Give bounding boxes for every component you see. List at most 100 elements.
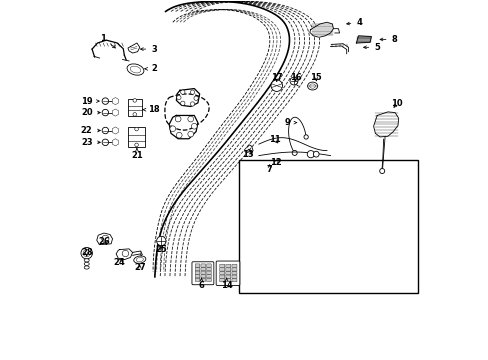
Circle shape — [291, 150, 297, 156]
FancyBboxPatch shape — [206, 275, 211, 278]
Text: 6: 6 — [198, 278, 204, 290]
Text: 10: 10 — [390, 99, 402, 108]
FancyBboxPatch shape — [219, 268, 224, 271]
Ellipse shape — [307, 82, 317, 90]
Circle shape — [304, 135, 307, 139]
Text: 17: 17 — [270, 73, 282, 82]
Polygon shape — [97, 233, 112, 244]
Circle shape — [135, 143, 138, 147]
Text: 16: 16 — [289, 73, 301, 82]
Ellipse shape — [84, 259, 89, 262]
Text: 18: 18 — [142, 105, 160, 114]
Text: 3: 3 — [140, 45, 157, 54]
Text: 20: 20 — [81, 108, 100, 117]
FancyBboxPatch shape — [225, 264, 230, 267]
FancyBboxPatch shape — [195, 278, 200, 282]
Circle shape — [379, 168, 384, 174]
Polygon shape — [309, 22, 333, 37]
Text: 25: 25 — [155, 246, 167, 255]
FancyBboxPatch shape — [195, 271, 200, 274]
Text: 7: 7 — [266, 165, 272, 174]
FancyBboxPatch shape — [219, 275, 224, 278]
Circle shape — [102, 127, 108, 134]
FancyBboxPatch shape — [206, 267, 211, 271]
Circle shape — [187, 116, 193, 122]
Circle shape — [190, 90, 194, 94]
Ellipse shape — [84, 262, 89, 266]
Text: 28: 28 — [81, 248, 92, 257]
Circle shape — [81, 247, 92, 259]
Ellipse shape — [309, 84, 315, 88]
FancyBboxPatch shape — [192, 262, 213, 285]
FancyBboxPatch shape — [231, 264, 237, 267]
Text: 27: 27 — [134, 264, 145, 273]
Text: 11: 11 — [268, 135, 280, 144]
Circle shape — [180, 90, 184, 94]
Circle shape — [83, 249, 90, 257]
Circle shape — [194, 96, 198, 100]
Ellipse shape — [130, 66, 141, 73]
Ellipse shape — [84, 266, 89, 269]
Circle shape — [102, 139, 108, 145]
FancyBboxPatch shape — [216, 261, 239, 285]
Text: 12: 12 — [270, 158, 282, 167]
Circle shape — [102, 235, 109, 242]
Bar — [239, 160, 418, 293]
FancyBboxPatch shape — [225, 271, 230, 275]
Text: 8: 8 — [379, 35, 396, 44]
FancyBboxPatch shape — [231, 275, 237, 278]
FancyBboxPatch shape — [225, 268, 230, 271]
Circle shape — [176, 132, 182, 138]
Ellipse shape — [127, 64, 143, 75]
FancyBboxPatch shape — [201, 275, 205, 278]
Circle shape — [187, 131, 193, 137]
Circle shape — [191, 123, 197, 129]
Text: 9: 9 — [284, 118, 296, 127]
Circle shape — [190, 102, 194, 106]
Circle shape — [176, 95, 181, 100]
FancyBboxPatch shape — [206, 271, 211, 274]
Polygon shape — [373, 112, 398, 137]
Circle shape — [102, 98, 108, 104]
Circle shape — [122, 250, 128, 257]
Text: 4: 4 — [346, 18, 362, 27]
FancyBboxPatch shape — [219, 271, 224, 275]
Circle shape — [102, 109, 108, 116]
Text: 23: 23 — [81, 138, 100, 147]
FancyBboxPatch shape — [219, 279, 224, 282]
FancyBboxPatch shape — [225, 279, 230, 282]
Ellipse shape — [134, 256, 145, 263]
FancyBboxPatch shape — [206, 264, 211, 267]
FancyBboxPatch shape — [201, 271, 205, 274]
Polygon shape — [128, 43, 140, 53]
FancyBboxPatch shape — [219, 264, 224, 267]
Polygon shape — [176, 89, 199, 107]
Circle shape — [306, 150, 314, 158]
Ellipse shape — [136, 257, 143, 262]
Text: 26: 26 — [99, 237, 110, 246]
Text: 22: 22 — [81, 126, 100, 135]
Circle shape — [135, 127, 138, 131]
Circle shape — [270, 80, 282, 91]
Circle shape — [180, 101, 184, 105]
FancyBboxPatch shape — [231, 268, 237, 271]
Text: 21: 21 — [131, 148, 142, 160]
Text: 19: 19 — [81, 96, 99, 105]
FancyBboxPatch shape — [195, 264, 200, 267]
Text: 2: 2 — [144, 64, 157, 73]
Circle shape — [156, 236, 165, 246]
Text: 15: 15 — [310, 73, 322, 82]
Circle shape — [175, 116, 181, 122]
FancyBboxPatch shape — [201, 264, 205, 267]
Circle shape — [133, 113, 136, 116]
Bar — [128, 99, 142, 116]
Polygon shape — [116, 249, 132, 260]
Bar — [128, 127, 144, 147]
FancyBboxPatch shape — [206, 278, 211, 282]
Text: 5: 5 — [363, 43, 379, 52]
Circle shape — [313, 151, 319, 157]
Text: 1: 1 — [100, 34, 115, 48]
Text: 13: 13 — [242, 150, 253, 159]
Circle shape — [169, 126, 175, 132]
FancyBboxPatch shape — [231, 279, 237, 282]
